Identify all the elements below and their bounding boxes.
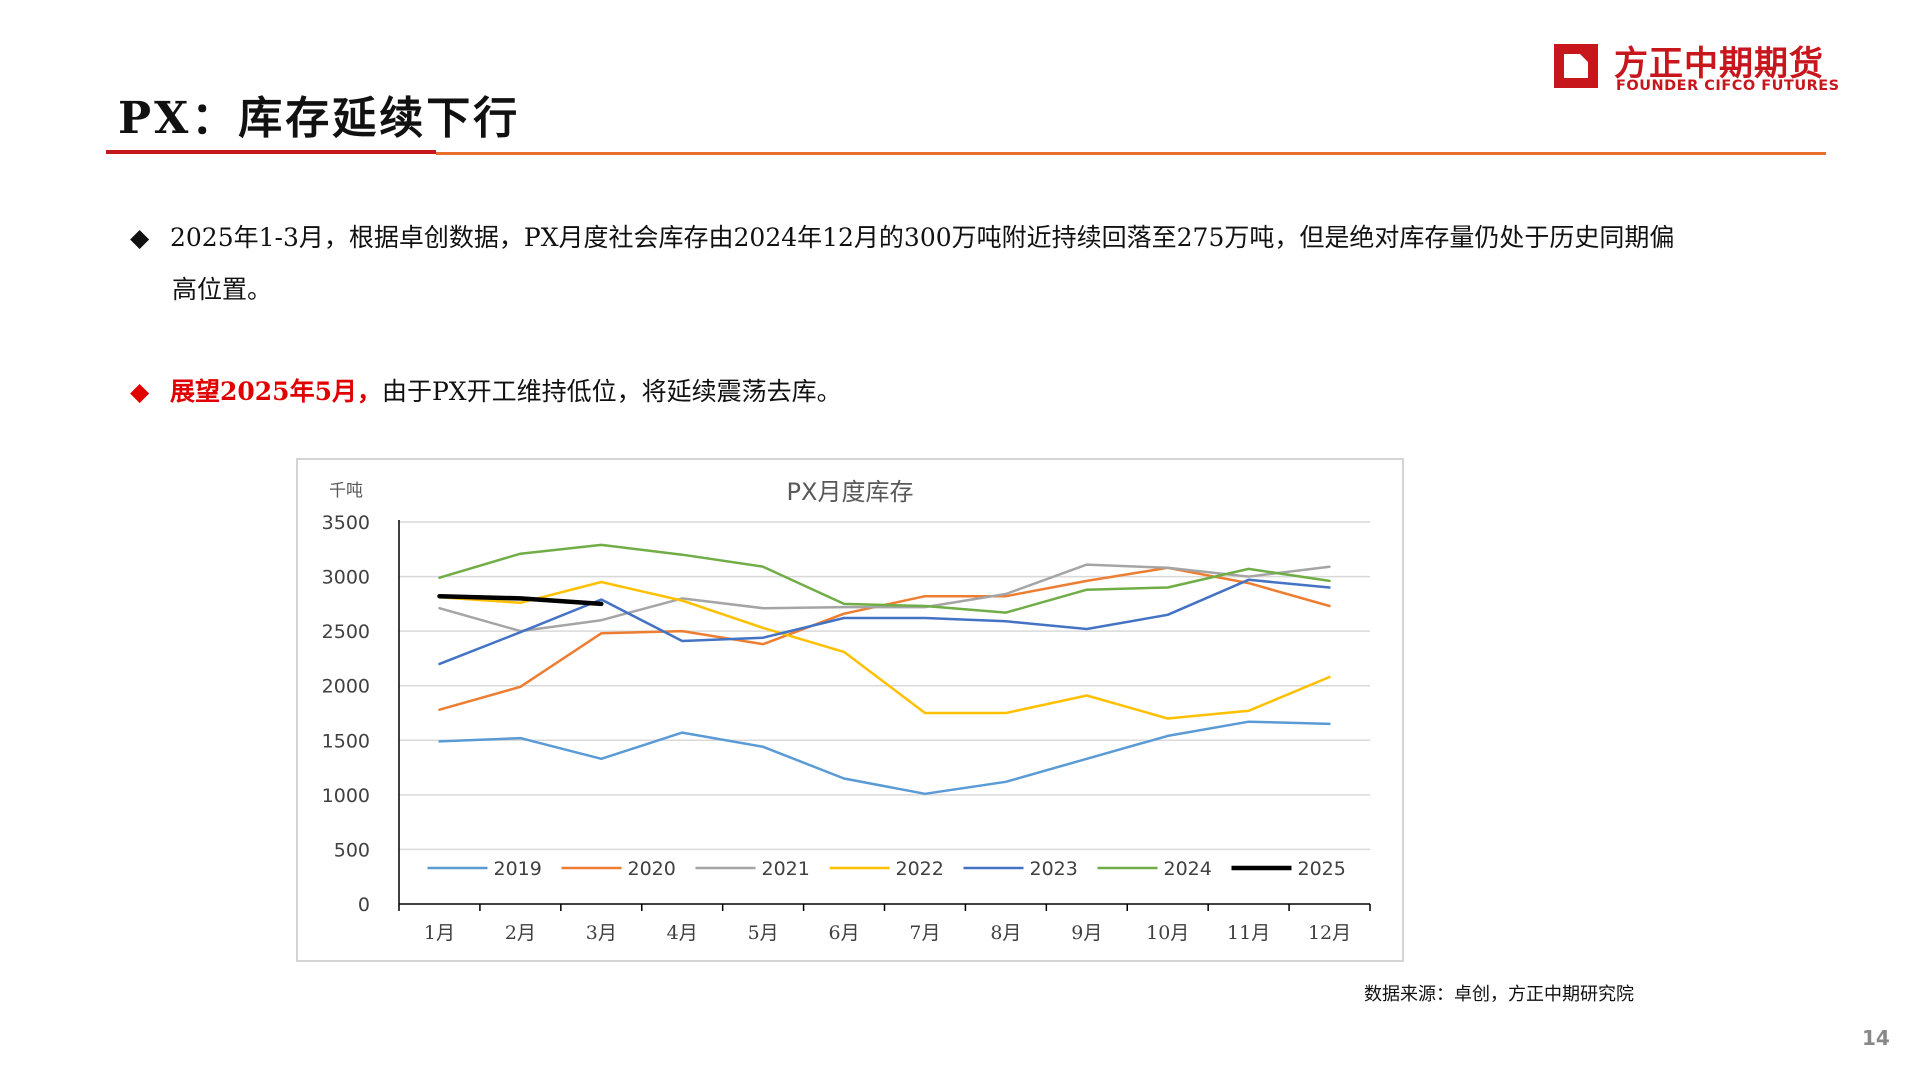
x-tick-label: 8月 <box>990 922 1021 944</box>
bullet-outlook-text: 由于PX开工维持低位，将延续震荡去库。 <box>381 377 842 406</box>
y-tick-label: 500 <box>334 839 370 861</box>
x-tick-label: 12月 <box>1308 922 1351 944</box>
bullet-inventory-text-cont: 高位置。 <box>172 275 273 304</box>
legend-label-2020: 2020 <box>628 858 676 880</box>
y-tick-label: 2000 <box>322 676 370 698</box>
title-underline-orange <box>436 152 1826 155</box>
bullet-inventory-text: 2025年1-3月，根据卓创数据，PX月度社会库存由2024年12月的300万吨… <box>170 223 1675 252</box>
diamond-bullet-icon: ◆ <box>130 223 150 252</box>
bullet-outlook: ◆ 展望2025年5月，由于PX开工维持低位，将延续震荡去库。 <box>130 366 842 418</box>
x-tick-label: 3月 <box>586 922 617 944</box>
legend-label-2025: 2025 <box>1298 858 1346 880</box>
y-axis-label: 千吨 <box>329 481 363 501</box>
company-logo: 方正中期期货 FOUNDER CIFCO FUTURES <box>1550 36 1839 96</box>
logo-chinese-name: 方正中期期货 <box>1614 44 1824 84</box>
bullet-inventory: ◆ 2025年1-3月，根据卓创数据，PX月度社会库存由2024年12月的300万… <box>130 212 1674 264</box>
diamond-bullet-icon: ◆ <box>130 377 150 406</box>
page-title: PX：库存延续下行 <box>118 93 521 144</box>
x-tick-label: 4月 <box>667 922 698 944</box>
series-line-2022 <box>438 580 1331 720</box>
legend-label-2021: 2021 <box>762 858 810 880</box>
x-tick-label: 2月 <box>505 922 536 944</box>
legend-label-2023: 2023 <box>1030 858 1078 880</box>
title-underline-red <box>106 150 436 154</box>
series-line-2021 <box>438 563 1331 633</box>
chart-title: PX月度库存 <box>787 478 914 506</box>
x-tick-label: 6月 <box>828 922 859 944</box>
logo-english-name: FOUNDER CIFCO FUTURES <box>1616 78 1840 94</box>
legend-label-2022: 2022 <box>896 858 944 880</box>
x-tick-label: 5月 <box>748 922 779 944</box>
x-tick-label: 7月 <box>909 922 940 944</box>
series-line-2025 <box>437 593 604 607</box>
page-number: 14 <box>1862 1026 1890 1050</box>
y-tick-label: 3500 <box>322 512 370 534</box>
legend-label-2024: 2024 <box>1164 858 1212 880</box>
data-source: 数据来源：卓创，方正中期研究院 <box>1364 984 1634 1005</box>
inventory-chart-svg: PX月度库存 千吨 0 500 1000 1500 2000 2500 3000 3500 1月 2月… <box>322 478 1371 944</box>
y-tick-label: 1000 <box>322 785 370 807</box>
inventory-chart: PX月度库存 千吨 0 500 1000 1500 2000 2500 3000 3500 1月 2月… <box>296 458 1404 962</box>
x-tick-label: 10月 <box>1146 922 1189 944</box>
y-tick-label: 0 <box>358 894 370 916</box>
y-tick-label: 1500 <box>322 730 370 752</box>
series-line-2024 <box>438 543 1331 614</box>
x-tick-label: 9月 <box>1071 922 1102 944</box>
x-tick-label: 1月 <box>424 922 455 944</box>
founder-logo-icon <box>1554 44 1598 88</box>
bullet-outlook-highlight: 展望2025年5月， <box>170 377 382 406</box>
legend-label-2019: 2019 <box>494 858 542 880</box>
series-line-2019 <box>438 720 1331 796</box>
y-tick-label: 3000 <box>322 567 370 589</box>
x-tick-label: 11月 <box>1227 922 1270 944</box>
y-tick-label: 2500 <box>322 621 370 643</box>
